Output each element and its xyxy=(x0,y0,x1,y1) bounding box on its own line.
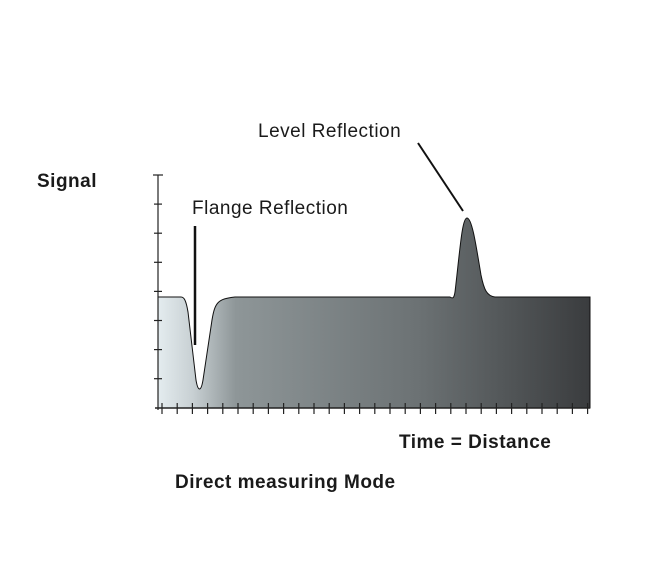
caption: Direct measuring Mode xyxy=(175,472,396,493)
signal-area xyxy=(157,217,591,409)
flange-reflection-label: Flange Reflection xyxy=(192,198,349,219)
level-leader-line xyxy=(417,142,464,212)
y-axis-label: Signal xyxy=(37,171,98,192)
x-axis-label: Time = Distance xyxy=(399,432,552,453)
level-reflection-label: Level Reflection xyxy=(258,121,402,142)
